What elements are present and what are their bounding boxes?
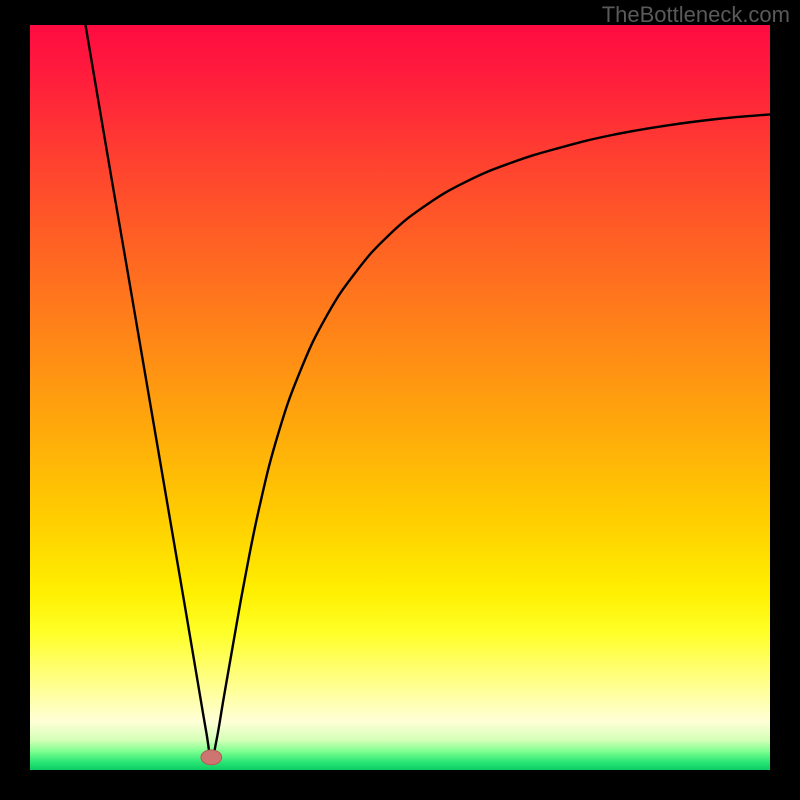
chart-frame: TheBottleneck.com xyxy=(0,0,800,800)
gradient-background xyxy=(30,25,770,770)
bottleneck-chart xyxy=(30,25,770,770)
watermark-text: TheBottleneck.com xyxy=(602,2,790,28)
minimum-marker xyxy=(201,750,222,765)
